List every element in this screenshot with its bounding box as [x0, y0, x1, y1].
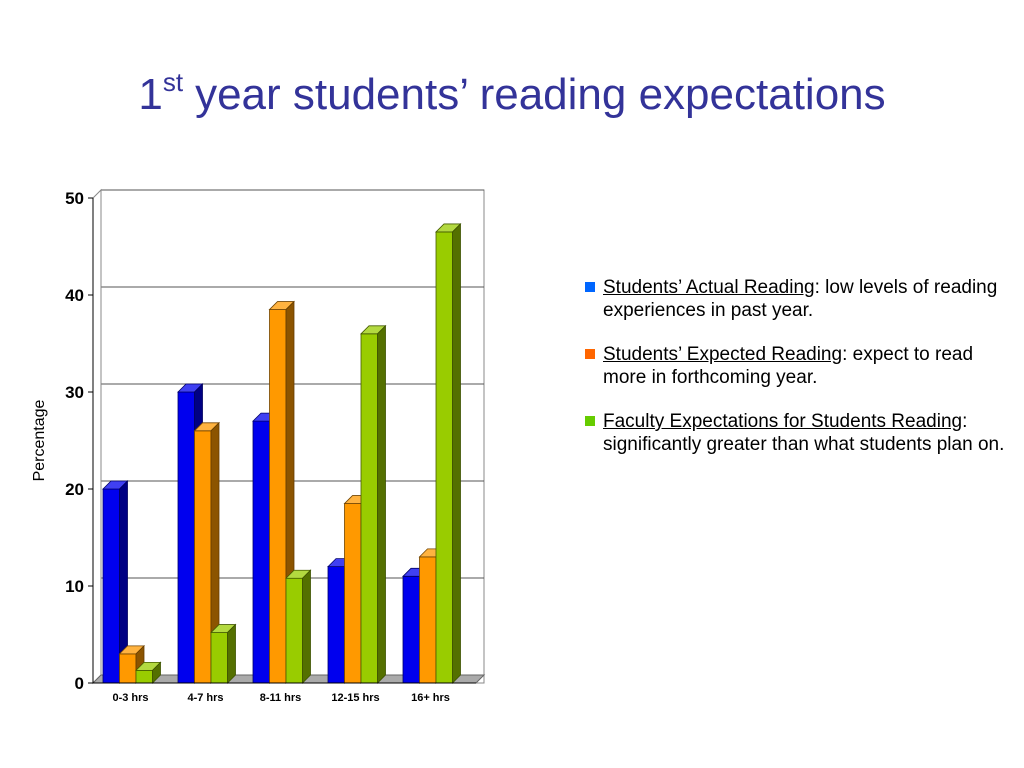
bar-front — [419, 556, 437, 684]
bullet-term: Faculty Expectations for Students Readin… — [603, 411, 963, 432]
bar-side — [302, 569, 311, 684]
bar-front — [285, 577, 303, 684]
bar-side — [152, 661, 161, 684]
bar-front — [210, 632, 228, 684]
bullet-faculty-expectations: Faculty Expectations for Students Readin… — [565, 410, 1005, 456]
bar-front — [344, 503, 362, 684]
plot-side-wall — [92, 188, 102, 685]
y-axis-label: Percentage — [31, 399, 48, 481]
blue-square-bullet-icon — [585, 282, 595, 292]
bullet-actual-reading: Students’ Actual Reading: low levels of … — [565, 276, 1005, 322]
y-tick-label: 10 — [65, 577, 84, 596]
y-tick-label: 0 — [75, 674, 84, 693]
title-text: year students’ reading expectations — [195, 70, 886, 119]
x-tick-label: 4-7 hrs — [187, 692, 223, 704]
bullet-text: : low levels of reading experiences in p… — [603, 277, 998, 321]
legend-bullet-list: Students’ Actual Reading: low levels of … — [565, 276, 1005, 477]
y-tick-label: 30 — [65, 383, 84, 402]
bullet-term: Students’ Actual Reading — [603, 277, 815, 298]
bar-front — [194, 430, 212, 684]
bar-front — [119, 653, 137, 684]
x-tick-label: 0-3 hrs — [112, 692, 148, 704]
bar-side — [377, 324, 386, 684]
bar-front — [252, 420, 270, 684]
y-tick-label: 20 — [65, 480, 84, 499]
title-superscript: st — [162, 67, 184, 97]
bullet-term: Students’ Expected Reading — [603, 344, 843, 365]
orange-square-bullet-icon — [585, 349, 595, 359]
bar-front — [102, 488, 120, 684]
bar-front — [402, 575, 420, 684]
slide-title: 1st year students’ reading expectations — [0, 68, 1024, 119]
x-tick-label: 12-15 hrs — [331, 692, 379, 704]
green-square-bullet-icon — [585, 416, 595, 426]
bar-front — [269, 309, 287, 684]
title-number: 1 — [138, 70, 163, 119]
bar-front — [135, 669, 153, 684]
bar-front — [177, 391, 195, 684]
bullet-text: : significantly greater than what studen… — [603, 411, 1005, 455]
bar-front — [360, 333, 378, 684]
bullet-text: : expect to read more in forthcoming yea… — [603, 344, 974, 388]
y-tick-label: 40 — [65, 286, 84, 305]
bar-side — [227, 623, 236, 684]
bullet-expected-reading: Students’ Expected Reading: expect to re… — [565, 343, 1005, 389]
x-tick-label: 8-11 hrs — [260, 692, 302, 704]
y-tick-label: 50 — [65, 189, 84, 208]
bar-front — [435, 231, 453, 684]
bar-side — [452, 222, 461, 684]
bar-front — [327, 566, 345, 684]
x-tick-label: 16+ hrs — [411, 692, 450, 704]
